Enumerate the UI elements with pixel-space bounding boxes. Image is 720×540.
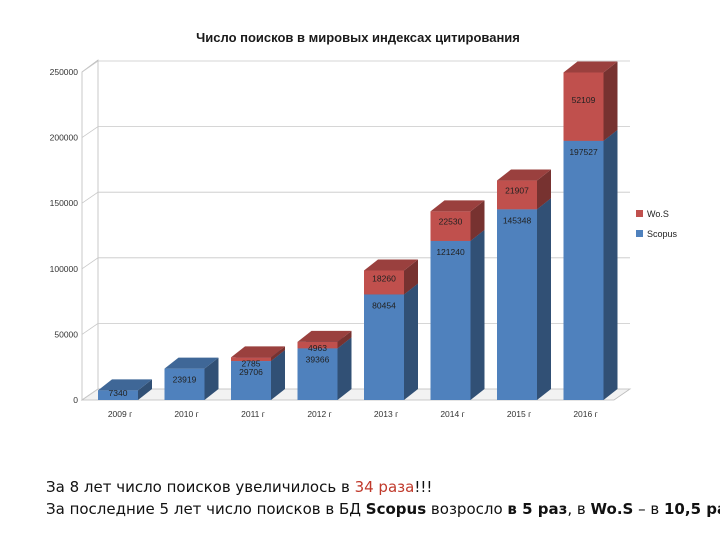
data-label-scopus: 80454 [372, 300, 396, 310]
data-label-wos: 4963 [308, 343, 327, 353]
bar-scopus-front [364, 294, 404, 400]
x-tick-label: 2009 г [108, 409, 132, 419]
data-label-wos: 22530 [439, 217, 463, 227]
bar-scopus-side [404, 283, 418, 400]
bar-wos [364, 259, 418, 295]
bar-wos [231, 346, 285, 362]
y-tick-label: 150000 [50, 198, 79, 208]
bar-scopus-front [231, 361, 271, 400]
bar-wos-top [364, 259, 418, 271]
data-label-scopus: 39366 [306, 354, 330, 364]
bar-scopus [98, 379, 152, 400]
data-label-wos: 2785 [242, 358, 261, 368]
bar-wos-top [231, 346, 285, 358]
caption-line-2-a: За последние 5 лет число поисков в БД [46, 500, 366, 518]
x-tick-label: 2015 г [507, 409, 531, 419]
bar-wos [430, 200, 485, 241]
bar-wos-front [563, 72, 604, 141]
bar-wos-front [430, 211, 471, 241]
data-label-scopus: 121240 [436, 247, 465, 257]
bar-scopus-side [138, 379, 152, 400]
bar-wos [297, 330, 352, 349]
caption-line-2-e: – в [633, 500, 664, 518]
data-label-scopus: 145348 [503, 215, 532, 225]
caption-line-2-d: , в [567, 500, 591, 518]
bar-scopus-side [204, 357, 219, 400]
y-tick-label: 50000 [54, 329, 78, 339]
bar-scopus-side [537, 198, 551, 400]
bar-wos-side [337, 330, 352, 349]
data-label-wos: 52109 [572, 95, 596, 105]
caption-wos-growth: 10,5 раз [664, 500, 720, 518]
y-tick-label: 200000 [50, 133, 79, 143]
caption-exclaim: !!! [414, 478, 433, 496]
data-label-wos: 18260 [372, 273, 396, 283]
y-tick-label: 250000 [50, 67, 79, 77]
caption-scopus: Scopus [365, 500, 427, 518]
bar-scopus [430, 229, 485, 400]
bar-scopus [563, 129, 618, 400]
caption-highlight: 34 раза [354, 478, 415, 496]
legend-swatch [636, 210, 643, 217]
bar-wos-top [497, 169, 551, 181]
x-tick-label: 2012 г [307, 409, 331, 419]
gridline [81, 191, 630, 204]
caption-line-1-text: За 8 лет число поисков увеличилось в [46, 478, 355, 496]
bar-scopus-top [98, 379, 152, 391]
x-tick-label: 2014 г [440, 409, 464, 419]
data-label-wos: 21907 [505, 185, 529, 195]
gridline [81, 126, 630, 138]
data-label-scopus: 23919 [173, 375, 197, 385]
chart-title: Число поисков в мировых индексах цитиров… [196, 30, 520, 45]
bar-wos-front [231, 357, 271, 362]
x-tick-label: 2013 г [374, 409, 398, 419]
data-label-scopus: 29706 [239, 367, 263, 377]
bar-wos-side [404, 259, 418, 295]
y-tick-label: 0 [73, 395, 78, 405]
x-tick-label: 2010 г [174, 409, 198, 419]
bar-wos-side [603, 61, 618, 141]
bar-scopus-front [98, 390, 138, 400]
gridline [81, 60, 630, 73]
bar-wos-side [537, 169, 551, 210]
legend-swatch [636, 230, 643, 237]
bar-wos-front [364, 270, 404, 295]
caption-scopus-growth: в 5 раз [507, 500, 568, 518]
bar-wos-front [497, 180, 537, 210]
caption-wos: Wo.S [590, 500, 634, 518]
bar-scopus-side [603, 129, 618, 400]
bar-wos-top [430, 200, 485, 212]
bar-wos [497, 169, 551, 210]
y-tick-label: 100000 [50, 264, 79, 274]
caption-line-2: За последние 5 лет число поисков в БД Sc… [46, 500, 720, 518]
bar-scopus-front [497, 209, 537, 400]
bar-wos-side [271, 346, 285, 362]
bar-wos-top [297, 330, 352, 342]
bar-scopus-front [563, 140, 604, 400]
x-tick-label: 2016 г [573, 409, 597, 419]
bar-scopus [164, 357, 219, 400]
bar-wos-front [297, 341, 338, 349]
legend-label: Scopus [647, 229, 678, 239]
data-label-scopus: 7340 [109, 388, 128, 398]
bar-scopus-front [297, 348, 338, 400]
bar-wos [563, 61, 618, 141]
bar-scopus-front [430, 240, 471, 400]
bar-scopus-top [164, 357, 219, 369]
bar-scopus-front [164, 368, 205, 400]
chart-side-wall [81, 59, 99, 401]
bar-scopus [497, 198, 551, 400]
legend-label: Wo.S [647, 209, 669, 219]
bar-wos-top [563, 61, 618, 73]
data-label-scopus: 197527 [569, 147, 598, 157]
bar-wos-side [470, 200, 485, 241]
chart: Число поисков в мировых индексах цитиров… [50, 30, 678, 419]
caption-line-1: За 8 лет число поисков увеличилось в 34 … [46, 478, 716, 496]
bar-scopus-side [271, 350, 285, 400]
bar-scopus-side [470, 229, 485, 400]
x-tick-label: 2011 г [241, 409, 265, 419]
bar-scopus-side [337, 337, 352, 400]
caption-line-2-b: возросло [426, 500, 508, 518]
